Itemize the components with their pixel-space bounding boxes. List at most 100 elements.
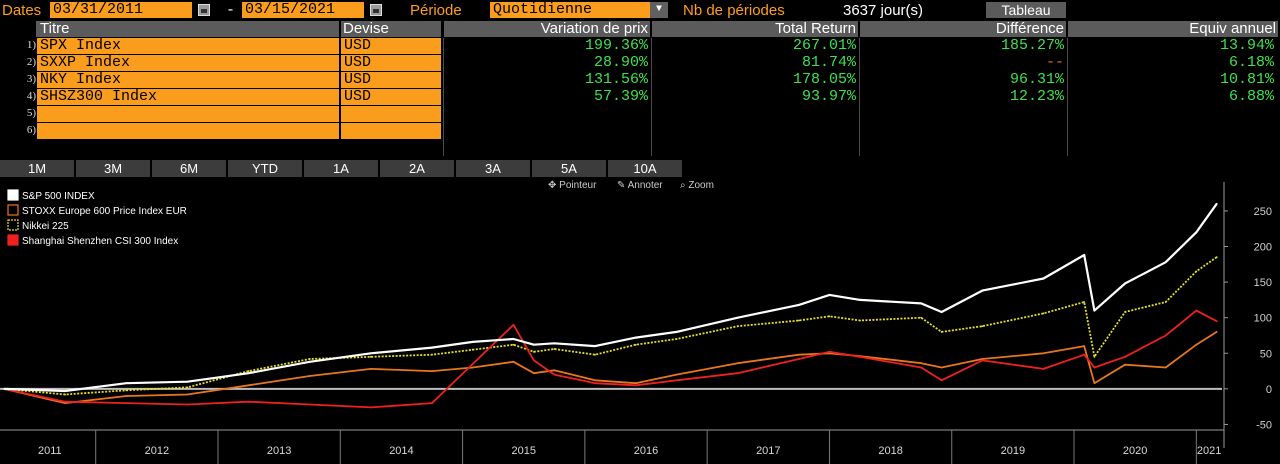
data-point-spx xyxy=(533,343,535,346)
data-point-sxxp xyxy=(553,369,556,372)
data-point-sxxp xyxy=(1195,343,1198,346)
nb-periods-label: Nb de périodes xyxy=(683,2,785,19)
data-point-sxxp xyxy=(1164,366,1167,369)
legend-label-nky: Nikkei 225 xyxy=(22,221,69,232)
data-point-sxxp xyxy=(675,373,678,376)
data-point-spx xyxy=(308,360,311,363)
period-select[interactable]: Quotidienne xyxy=(490,2,650,18)
column-header-difference[interactable]: Différence xyxy=(860,21,1066,37)
devise-cell[interactable]: USD xyxy=(341,55,441,71)
period-button-10a[interactable]: 10A xyxy=(608,160,682,177)
column-divider xyxy=(1067,38,1068,156)
data-point-shsz xyxy=(471,363,474,365)
data-point-nky xyxy=(859,319,861,322)
column-divider xyxy=(859,38,860,156)
data-point-shsz xyxy=(1083,353,1086,356)
period-button-6m[interactable]: 6M xyxy=(152,160,226,177)
total-return-cell: 178.05% xyxy=(792,71,856,88)
devise-cell[interactable]: USD xyxy=(341,72,441,88)
devise-cell[interactable]: USD xyxy=(341,89,441,105)
data-point-shsz xyxy=(828,350,831,353)
period-button-2a[interactable]: 2A xyxy=(380,160,454,177)
data-point-sxxp xyxy=(431,370,433,372)
period-button-1m[interactable]: 1M xyxy=(0,160,74,177)
devise-cell[interactable] xyxy=(341,123,441,139)
data-point-shsz xyxy=(1195,309,1198,312)
column-header-variation[interactable]: Variation de prix xyxy=(444,21,650,37)
performance-chart[interactable]: -50 0 50 100 150 200 250 2011 2012 2013 2014 2015 20… xyxy=(0,178,1280,464)
pointer-tool[interactable]: ✥ Pointeur xyxy=(548,180,596,191)
titre-cell[interactable]: SHSZ300 Index xyxy=(37,89,339,105)
x-tick-label: 2011 xyxy=(38,445,62,457)
data-point-nky xyxy=(64,393,67,396)
column-header-devise[interactable]: Devise xyxy=(341,21,441,37)
data-point-shsz xyxy=(533,359,535,362)
data-point-shsz xyxy=(247,400,250,403)
row-number: 2) xyxy=(26,56,36,68)
titre-cell[interactable] xyxy=(37,123,339,139)
x-tick-label: 2013 xyxy=(267,445,291,457)
legend-swatch-spx xyxy=(7,189,19,201)
data-point-spx xyxy=(471,340,474,343)
titre-cell[interactable]: NKY Index xyxy=(37,72,339,88)
devise-cell[interactable]: USD xyxy=(341,38,441,54)
period-button-3a[interactable]: 3A xyxy=(456,160,530,177)
titre-cell[interactable]: SPX Index xyxy=(37,38,339,54)
x-tick-label: 2012 xyxy=(145,445,169,457)
data-point-nky xyxy=(981,325,984,328)
data-point-sxxp xyxy=(308,375,311,377)
titre-cell[interactable]: SXXP Index xyxy=(37,55,339,71)
data-point-nky xyxy=(634,343,637,346)
column-header-total-return[interactable]: Total Return xyxy=(652,21,858,37)
data-point-nky xyxy=(828,315,831,318)
calendar-icon[interactable] xyxy=(198,4,210,16)
data-point-nky xyxy=(1164,301,1167,303)
data-point-nky xyxy=(1042,312,1045,315)
y-tick-label: -50 xyxy=(1256,419,1272,431)
column-header-equiv-annuel[interactable]: Equiv annuel xyxy=(1068,21,1278,37)
header-bar: Dates 03/31/2011 - 03/15/2021 Période Qu… xyxy=(0,0,1280,20)
y-tick-label: 150 xyxy=(1254,277,1272,289)
magnifier-icon: ⌕ xyxy=(680,180,689,191)
data-point-shsz xyxy=(308,403,311,406)
period-button-ytd[interactable]: YTD xyxy=(228,160,302,177)
data-point-sxxp xyxy=(1124,363,1126,366)
data-point-shsz xyxy=(553,373,556,376)
series-line-nky xyxy=(3,256,1218,396)
devise-cell[interactable] xyxy=(341,106,441,122)
period-button-3m[interactable]: 3M xyxy=(76,160,150,177)
period-button-5a[interactable]: 5A xyxy=(532,160,606,177)
data-point-nky xyxy=(797,319,800,322)
data-point-shsz xyxy=(634,384,637,387)
equiv-annuel-cell: 6.88% xyxy=(1228,88,1274,105)
legend-swatch-nky xyxy=(7,219,19,231)
data-point-nky xyxy=(553,348,556,350)
column-header-titre[interactable]: Titre xyxy=(36,21,339,37)
tableau-button[interactable]: Tableau xyxy=(986,2,1066,18)
chevron-down-icon[interactable]: ▼ xyxy=(650,2,668,18)
column-divider xyxy=(443,38,444,156)
difference-cell: 12.23% xyxy=(1009,88,1064,105)
annotate-tool[interactable]: ✎ Annoter xyxy=(617,180,663,191)
data-point-spx xyxy=(186,380,189,383)
legend-box xyxy=(4,184,198,244)
end-date-input[interactable]: 03/15/2021 xyxy=(242,2,364,18)
data-point-spx xyxy=(859,298,861,301)
data-point-sxxp xyxy=(736,362,739,365)
calendar-icon[interactable] xyxy=(370,4,382,16)
x-tick-label: 2020 xyxy=(1123,445,1147,457)
data-point-sxxp xyxy=(247,384,250,387)
zoom-tool[interactable]: ⌕ Zoom xyxy=(680,180,714,191)
data-point-spx xyxy=(1164,261,1167,264)
total-return-cell: 93.97% xyxy=(801,88,856,105)
x-tick-label: 2015 xyxy=(511,445,535,457)
data-point-spx xyxy=(247,372,250,375)
start-date-input[interactable]: 03/31/2011 xyxy=(50,2,192,18)
data-point-sxxp xyxy=(512,360,515,363)
titre-cell[interactable] xyxy=(37,106,339,122)
data-point-nky xyxy=(736,325,739,328)
row-number: 4) xyxy=(26,90,36,102)
equiv-annuel-cell: 6.18% xyxy=(1228,54,1274,71)
data-point-shsz xyxy=(64,400,67,403)
period-button-1a[interactable]: 1A xyxy=(304,160,378,177)
